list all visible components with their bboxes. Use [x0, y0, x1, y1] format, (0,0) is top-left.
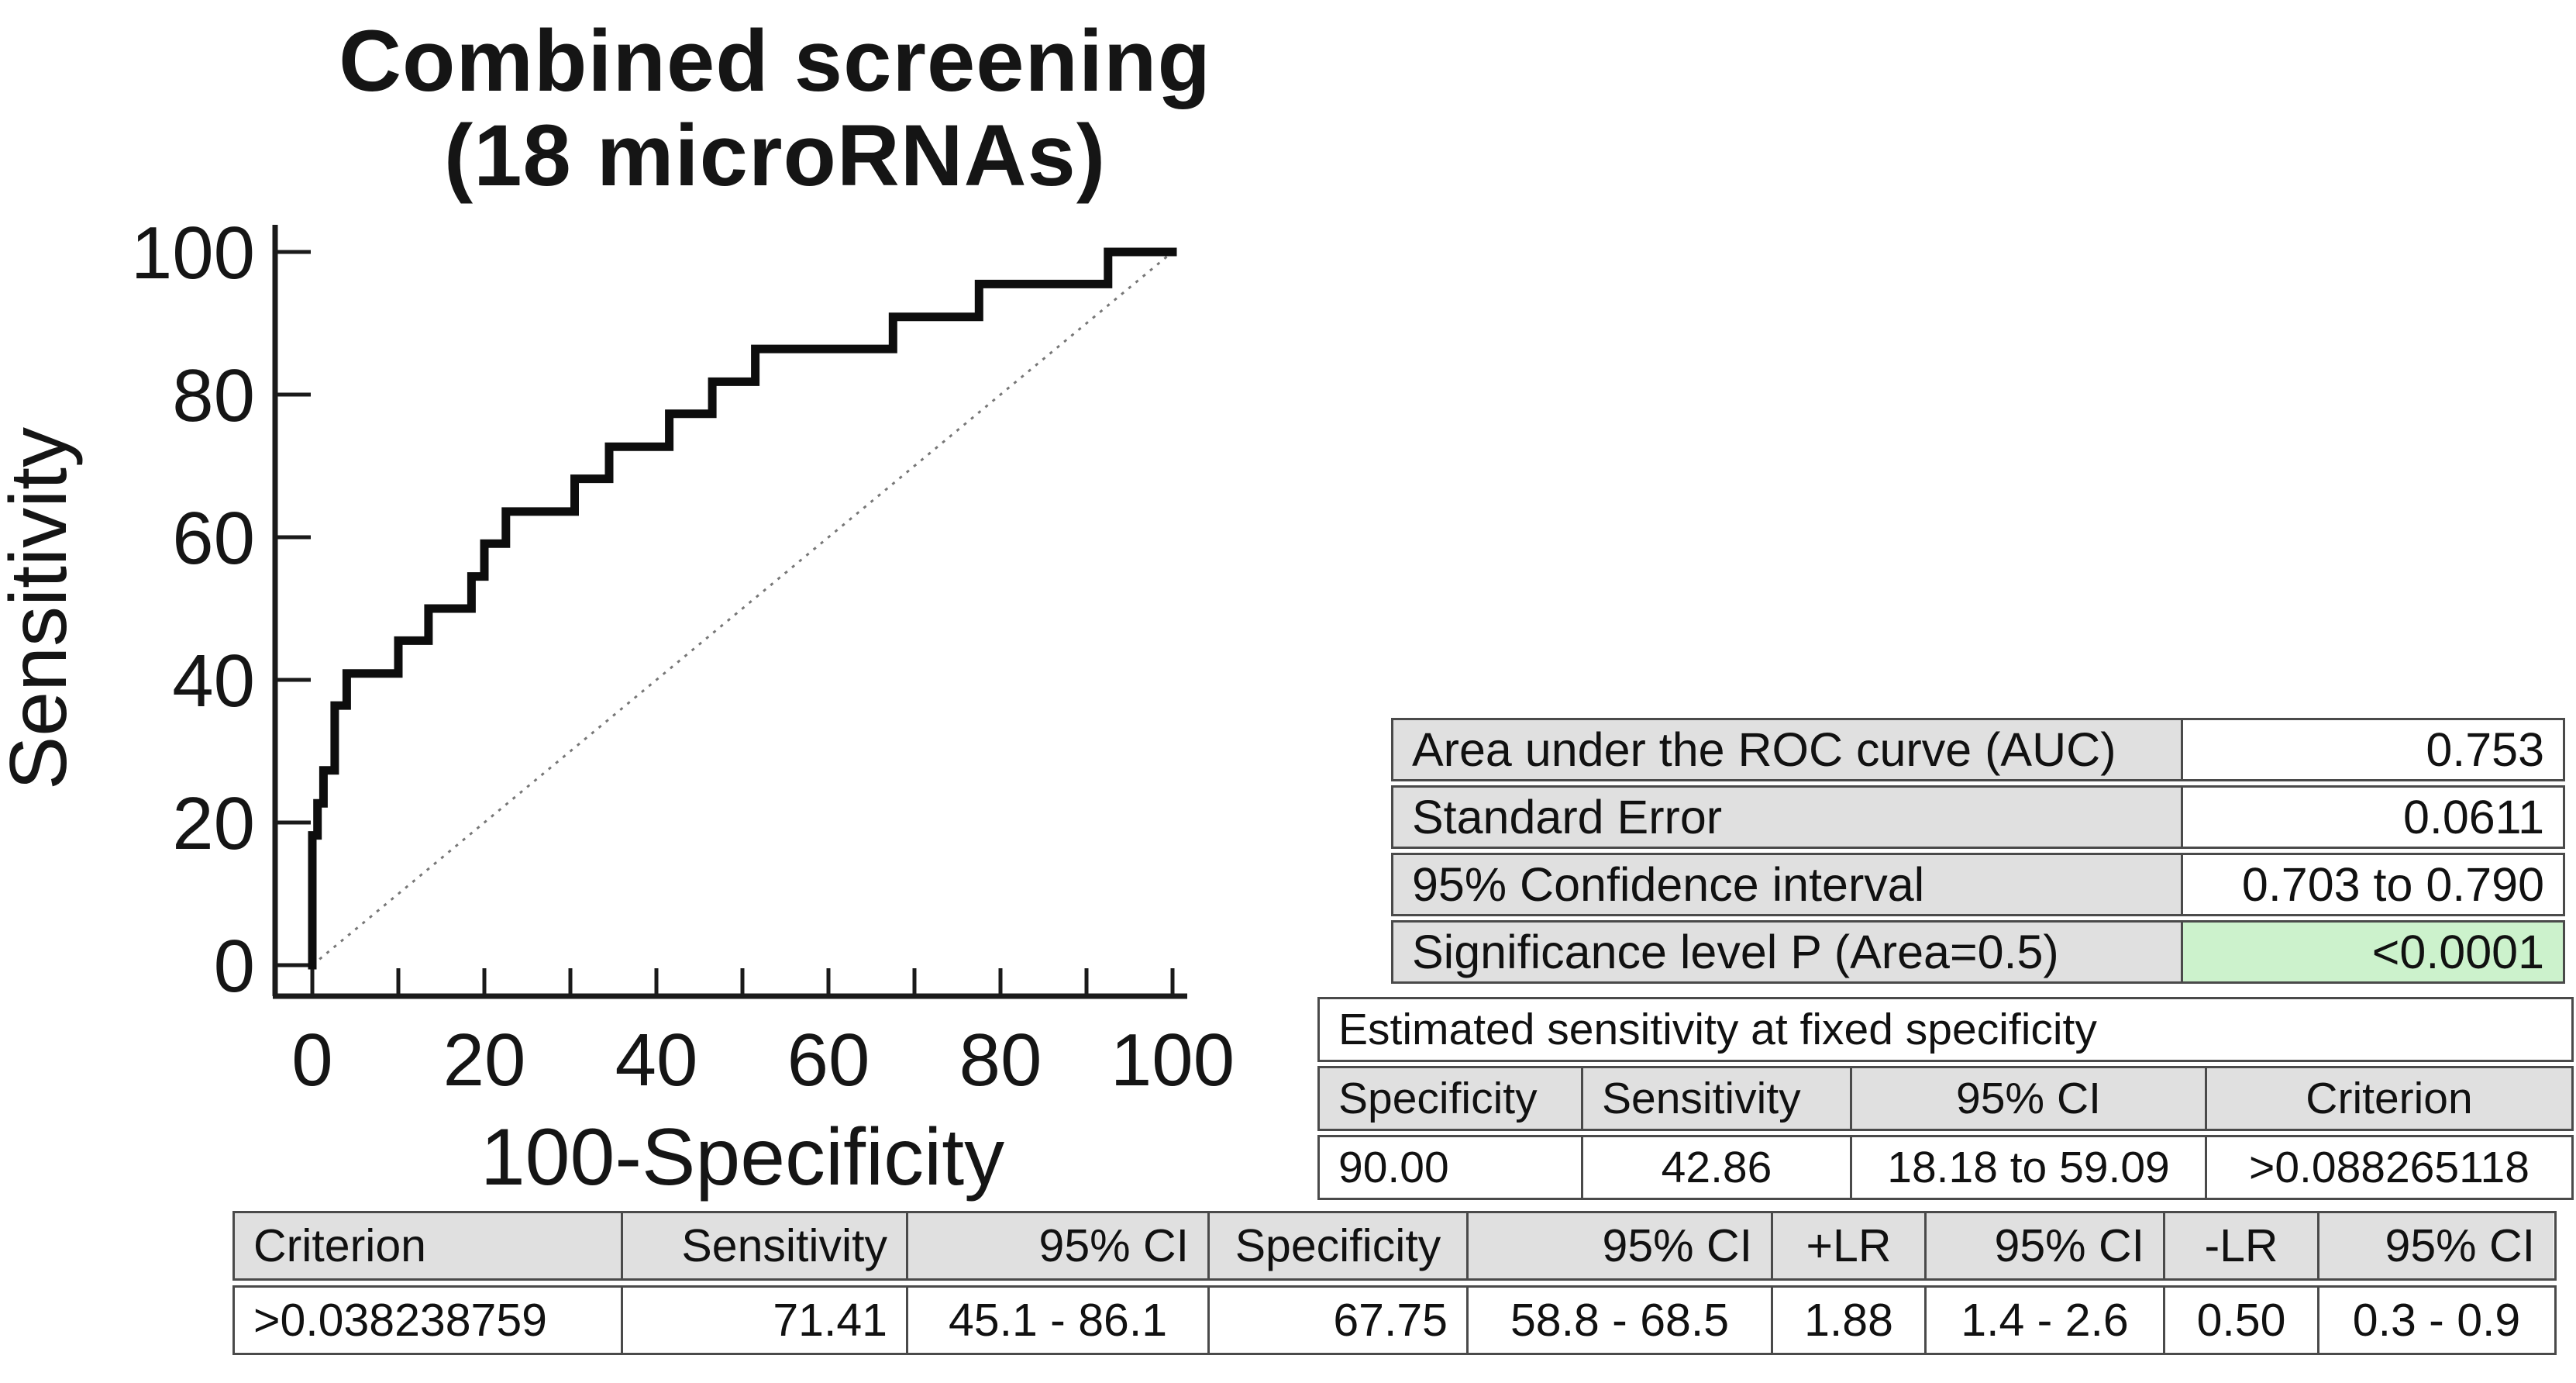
y-tick-label: 80 [172, 354, 255, 437]
significance-value-highlighted: <0.0001 [2181, 923, 2563, 981]
table-cell: 1.4 - 2.6 [1924, 1288, 2163, 1353]
column-header: Sensitivity [621, 1213, 906, 1278]
auc-row-label: Significance level P (Area=0.5) [1393, 923, 2181, 981]
table-row: Area under the ROC curve (AUC) 0.753 [1391, 718, 2565, 781]
auc-row-value: 0.703 to 0.790 [2181, 855, 2563, 914]
table-row: 95% Confidence interval 0.703 to 0.790 [1391, 853, 2565, 916]
column-header: 95% CI [1850, 1068, 2205, 1129]
auc-row-label: Standard Error [1393, 788, 2181, 847]
column-header: Criterion [2205, 1068, 2571, 1129]
x-tick-label: 20 [443, 1019, 526, 1102]
x-axis-title: 100-Specificity [480, 1112, 1004, 1202]
roc-chart: 0 20 40 60 80 100 0 20 40 60 80 100 Sensitivity 100-S… [0, 212, 1235, 1202]
y-tick-label: 0 [214, 925, 255, 1008]
table-title: Estimated sensitivity at fixed specifici… [1338, 1005, 2097, 1054]
table-cell: 0.50 [2163, 1288, 2317, 1353]
y-tick-label: 60 [172, 497, 255, 580]
auc-row-label: 95% Confidence interval [1393, 855, 2181, 914]
table-row: Significance level P (Area=0.5) <0.0001 [1391, 920, 2565, 984]
table-row: >0.038238759 71.41 45.1 - 86.1 67.75 58.… [232, 1285, 2557, 1355]
x-tick-label: 60 [787, 1019, 870, 1102]
y-axis-title: Sensitivity [0, 427, 84, 790]
column-header: Sensitivity [1581, 1068, 1850, 1129]
y-tick-label: 40 [172, 640, 255, 723]
column-header: -LR [2163, 1213, 2317, 1278]
table-header-row: Specificity Sensitivity 95% CI Criterion [1317, 1066, 2574, 1131]
table-cell: 71.41 [621, 1288, 906, 1353]
column-header: 95% CI [1924, 1213, 2163, 1278]
table-cell: 42.86 [1581, 1137, 1850, 1198]
chart-title-line1: Combined screening [339, 12, 1211, 109]
roc-curve [308, 247, 1177, 970]
fixed-specificity-table: Estimated sensitivity at fixed specifici… [1317, 997, 2574, 1204]
column-header: Specificity [1320, 1068, 1581, 1129]
chart-title-line2: (18 microRNAs) [443, 107, 1107, 204]
chart-title: Combined screening (18 microRNAs) [217, 14, 1333, 203]
table-row: Standard Error 0.0611 [1391, 785, 2565, 849]
column-header: Criterion [235, 1213, 621, 1278]
column-header: 95% CI [2317, 1213, 2554, 1278]
table-cell: >0.038238759 [253, 1295, 547, 1346]
table-cell: 45.1 - 86.1 [906, 1288, 1207, 1353]
table-cell: 1.88 [1771, 1288, 1924, 1353]
table-title-row: Estimated sensitivity at fixed specifici… [1317, 997, 2574, 1062]
table-cell: 0.3 - 0.9 [2317, 1288, 2554, 1353]
auc-summary-table: Area under the ROC curve (AUC) 0.753 Sta… [1391, 718, 2565, 988]
table-cell: >0.088265118 [2205, 1137, 2571, 1198]
table-cell: 18.18 to 59.09 [1850, 1137, 2205, 1198]
x-tick-label: 100 [1111, 1019, 1235, 1102]
x-tick-label: 0 [291, 1019, 332, 1102]
auc-row-value: 0.0611 [2181, 788, 2563, 847]
table-cell: 67.75 [1207, 1288, 1466, 1353]
y-tick-label: 20 [172, 782, 255, 865]
column-header: +LR [1771, 1213, 1924, 1278]
auc-row-value: 0.753 [2181, 720, 2563, 779]
table-row: 90.00 42.86 18.18 to 59.09 >0.088265118 [1317, 1135, 2574, 1200]
table-cell: 58.8 - 68.5 [1466, 1288, 1771, 1353]
table-cell: 90.00 [1338, 1143, 1449, 1192]
column-header: Specificity [1207, 1213, 1466, 1278]
x-tick-label: 40 [615, 1019, 698, 1102]
column-header: 95% CI [1466, 1213, 1771, 1278]
auc-row-label: Area under the ROC curve (AUC) [1393, 720, 2181, 779]
x-tick-label: 80 [959, 1019, 1042, 1102]
criterion-table: Criterion Sensitivity 95% CI Specificity… [232, 1211, 2557, 1360]
y-tick-label: 100 [131, 212, 255, 295]
column-header: 95% CI [906, 1213, 1207, 1278]
table-header-row: Criterion Sensitivity 95% CI Specificity… [232, 1211, 2557, 1281]
reference-diagonal [312, 250, 1173, 967]
